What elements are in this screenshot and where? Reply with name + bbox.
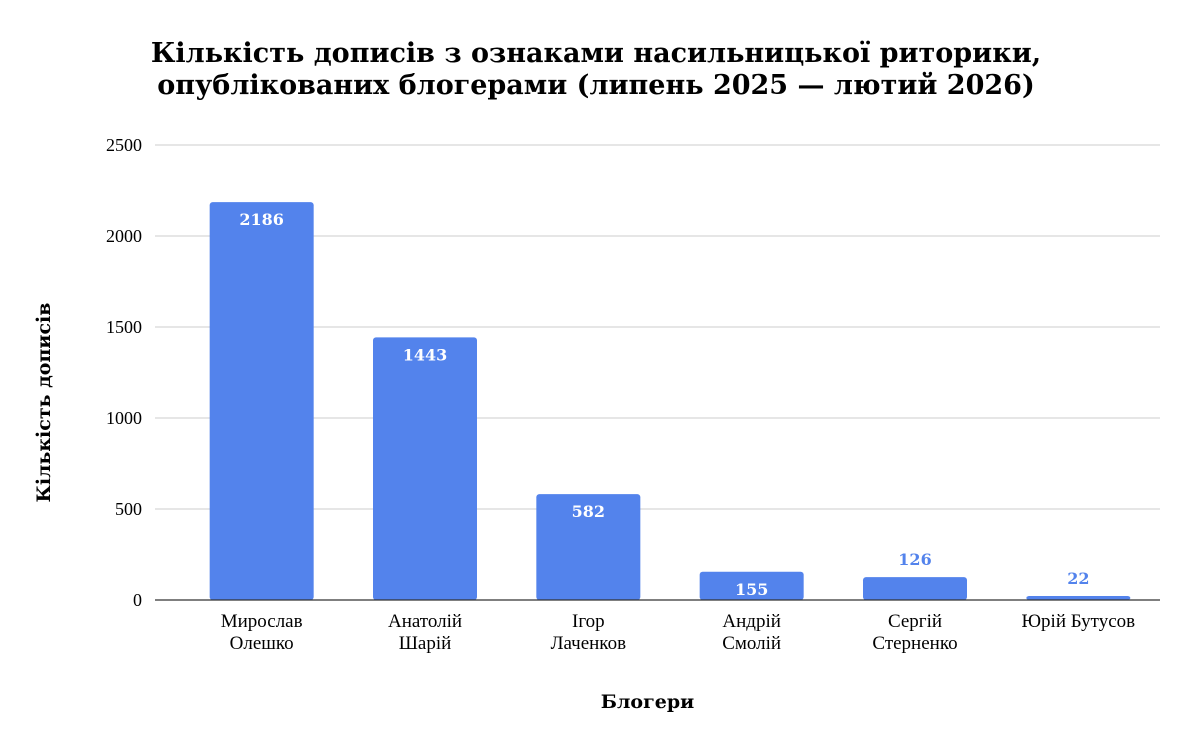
bar bbox=[1026, 595, 1131, 600]
gridlines bbox=[155, 144, 1160, 510]
y-tick-label: 500 bbox=[115, 499, 142, 519]
x-category-label: Юрій Бутусов bbox=[1022, 611, 1136, 632]
bar bbox=[209, 202, 314, 600]
x-category-label: Олешко bbox=[230, 633, 294, 654]
data-label: 2186 bbox=[239, 210, 284, 229]
x-category-label: Сергій bbox=[888, 611, 942, 632]
x-axis-label: Блогери bbox=[601, 691, 694, 713]
x-category-label: Анатолій bbox=[388, 611, 462, 632]
x-category-label: Стерненко bbox=[872, 633, 957, 654]
bar bbox=[536, 494, 641, 600]
chart-title-line-2: опублікованих блогерами (липень 2025 — л… bbox=[157, 70, 1035, 101]
x-category-label: Лаченков bbox=[551, 633, 626, 654]
bar bbox=[863, 577, 967, 600]
y-tick-label: 0 bbox=[133, 590, 142, 610]
bars bbox=[209, 202, 1131, 600]
chart-title-line-1: Кількість дописів з ознаками насильницьк… bbox=[150, 38, 1042, 69]
x-category-label: Смолій bbox=[722, 633, 781, 654]
bar bbox=[373, 337, 477, 600]
x-category-label: Андрій bbox=[722, 611, 781, 632]
data-label: 582 bbox=[572, 502, 605, 521]
data-label: 155 bbox=[735, 580, 768, 599]
data-label: 1443 bbox=[403, 345, 448, 364]
y-tick-label: 1000 bbox=[106, 408, 142, 428]
x-category-label: Шарій bbox=[399, 633, 452, 654]
y-tick-label: 2000 bbox=[106, 226, 142, 246]
chart-title: Кількість дописів з ознаками насильницьк… bbox=[0, 38, 1192, 102]
y-axis-label: Кількість дописів bbox=[33, 303, 55, 503]
data-label: 126 bbox=[898, 550, 931, 569]
y-tick-label: 1500 bbox=[106, 317, 142, 337]
data-labels: 2186 1443 582 155 126 22 bbox=[239, 210, 1089, 599]
bar bbox=[699, 571, 804, 600]
x-category-label: Ігор bbox=[572, 611, 605, 632]
data-label: 22 bbox=[1067, 569, 1089, 588]
y-axis-ticks: 0 500 1000 1500 2000 2500 bbox=[106, 135, 142, 610]
y-tick-label: 2500 bbox=[106, 135, 142, 155]
x-category-label: Мирослав bbox=[221, 611, 303, 632]
